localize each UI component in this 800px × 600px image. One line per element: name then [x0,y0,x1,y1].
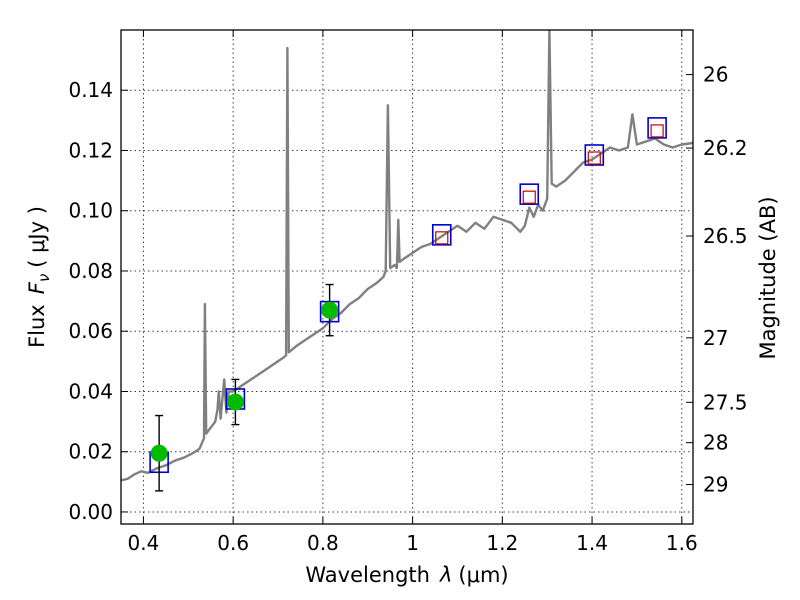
y-tick-label: 0.00 [68,500,113,524]
model-band-square [519,183,540,205]
y2-tick-label: 26 [703,63,728,87]
y-tick-label: 0.02 [68,440,113,464]
y2-tick-label: 29 [703,473,728,497]
y2-tick-label: 26.2 [703,136,748,160]
x-tick-label: 1.4 [576,531,608,555]
x-axis-title: Wavelength λ (μm) [305,563,508,587]
y2-tick-label: 26.5 [703,224,748,248]
y-tick-label: 0.04 [68,379,113,403]
y2-tick-label: 27.5 [703,390,748,414]
model-band-square [584,144,605,166]
observed-point [321,301,339,319]
observed-point [150,444,168,462]
plot-frame [120,29,694,525]
predicted-square [650,124,664,138]
y-tick-label: 0.12 [68,138,113,162]
y-axis-title: FluxFν( μJy ) [25,206,53,348]
model-band-square [431,224,452,246]
model-band-square [647,117,667,139]
y-tick-label: 0.06 [68,319,113,343]
y2-tick-label: 27 [703,326,728,350]
x-tick-label: 1.6 [666,531,698,555]
x-tick-label: 0.4 [128,531,160,555]
predicted-square [435,231,449,245]
grid-lines [121,30,693,524]
y-tick-label: 0.10 [68,199,113,223]
x-tick-label: 1.2 [486,531,518,555]
model-spectrum-line [121,30,693,482]
x-tick-label: 0.6 [217,531,249,555]
y-tick-label: 0.14 [68,78,113,102]
predicted-square [522,190,536,204]
y2-axis-title: Magnitude (AB) [756,196,780,359]
axis-ticks: 0.4 0.6 0.8 1 1.2 1.4 1.6 0.00 0.02 0.04 0.06 0.08 0… [68,30,748,555]
observed-point [226,393,244,411]
plot-area [121,30,693,492]
x-tick-label: 1 [406,531,419,555]
x-tick-label: 0.8 [307,531,339,555]
y-tick-label: 0.08 [68,259,113,283]
predicted-square [587,151,601,165]
y2-tick-label: 28 [703,431,728,455]
